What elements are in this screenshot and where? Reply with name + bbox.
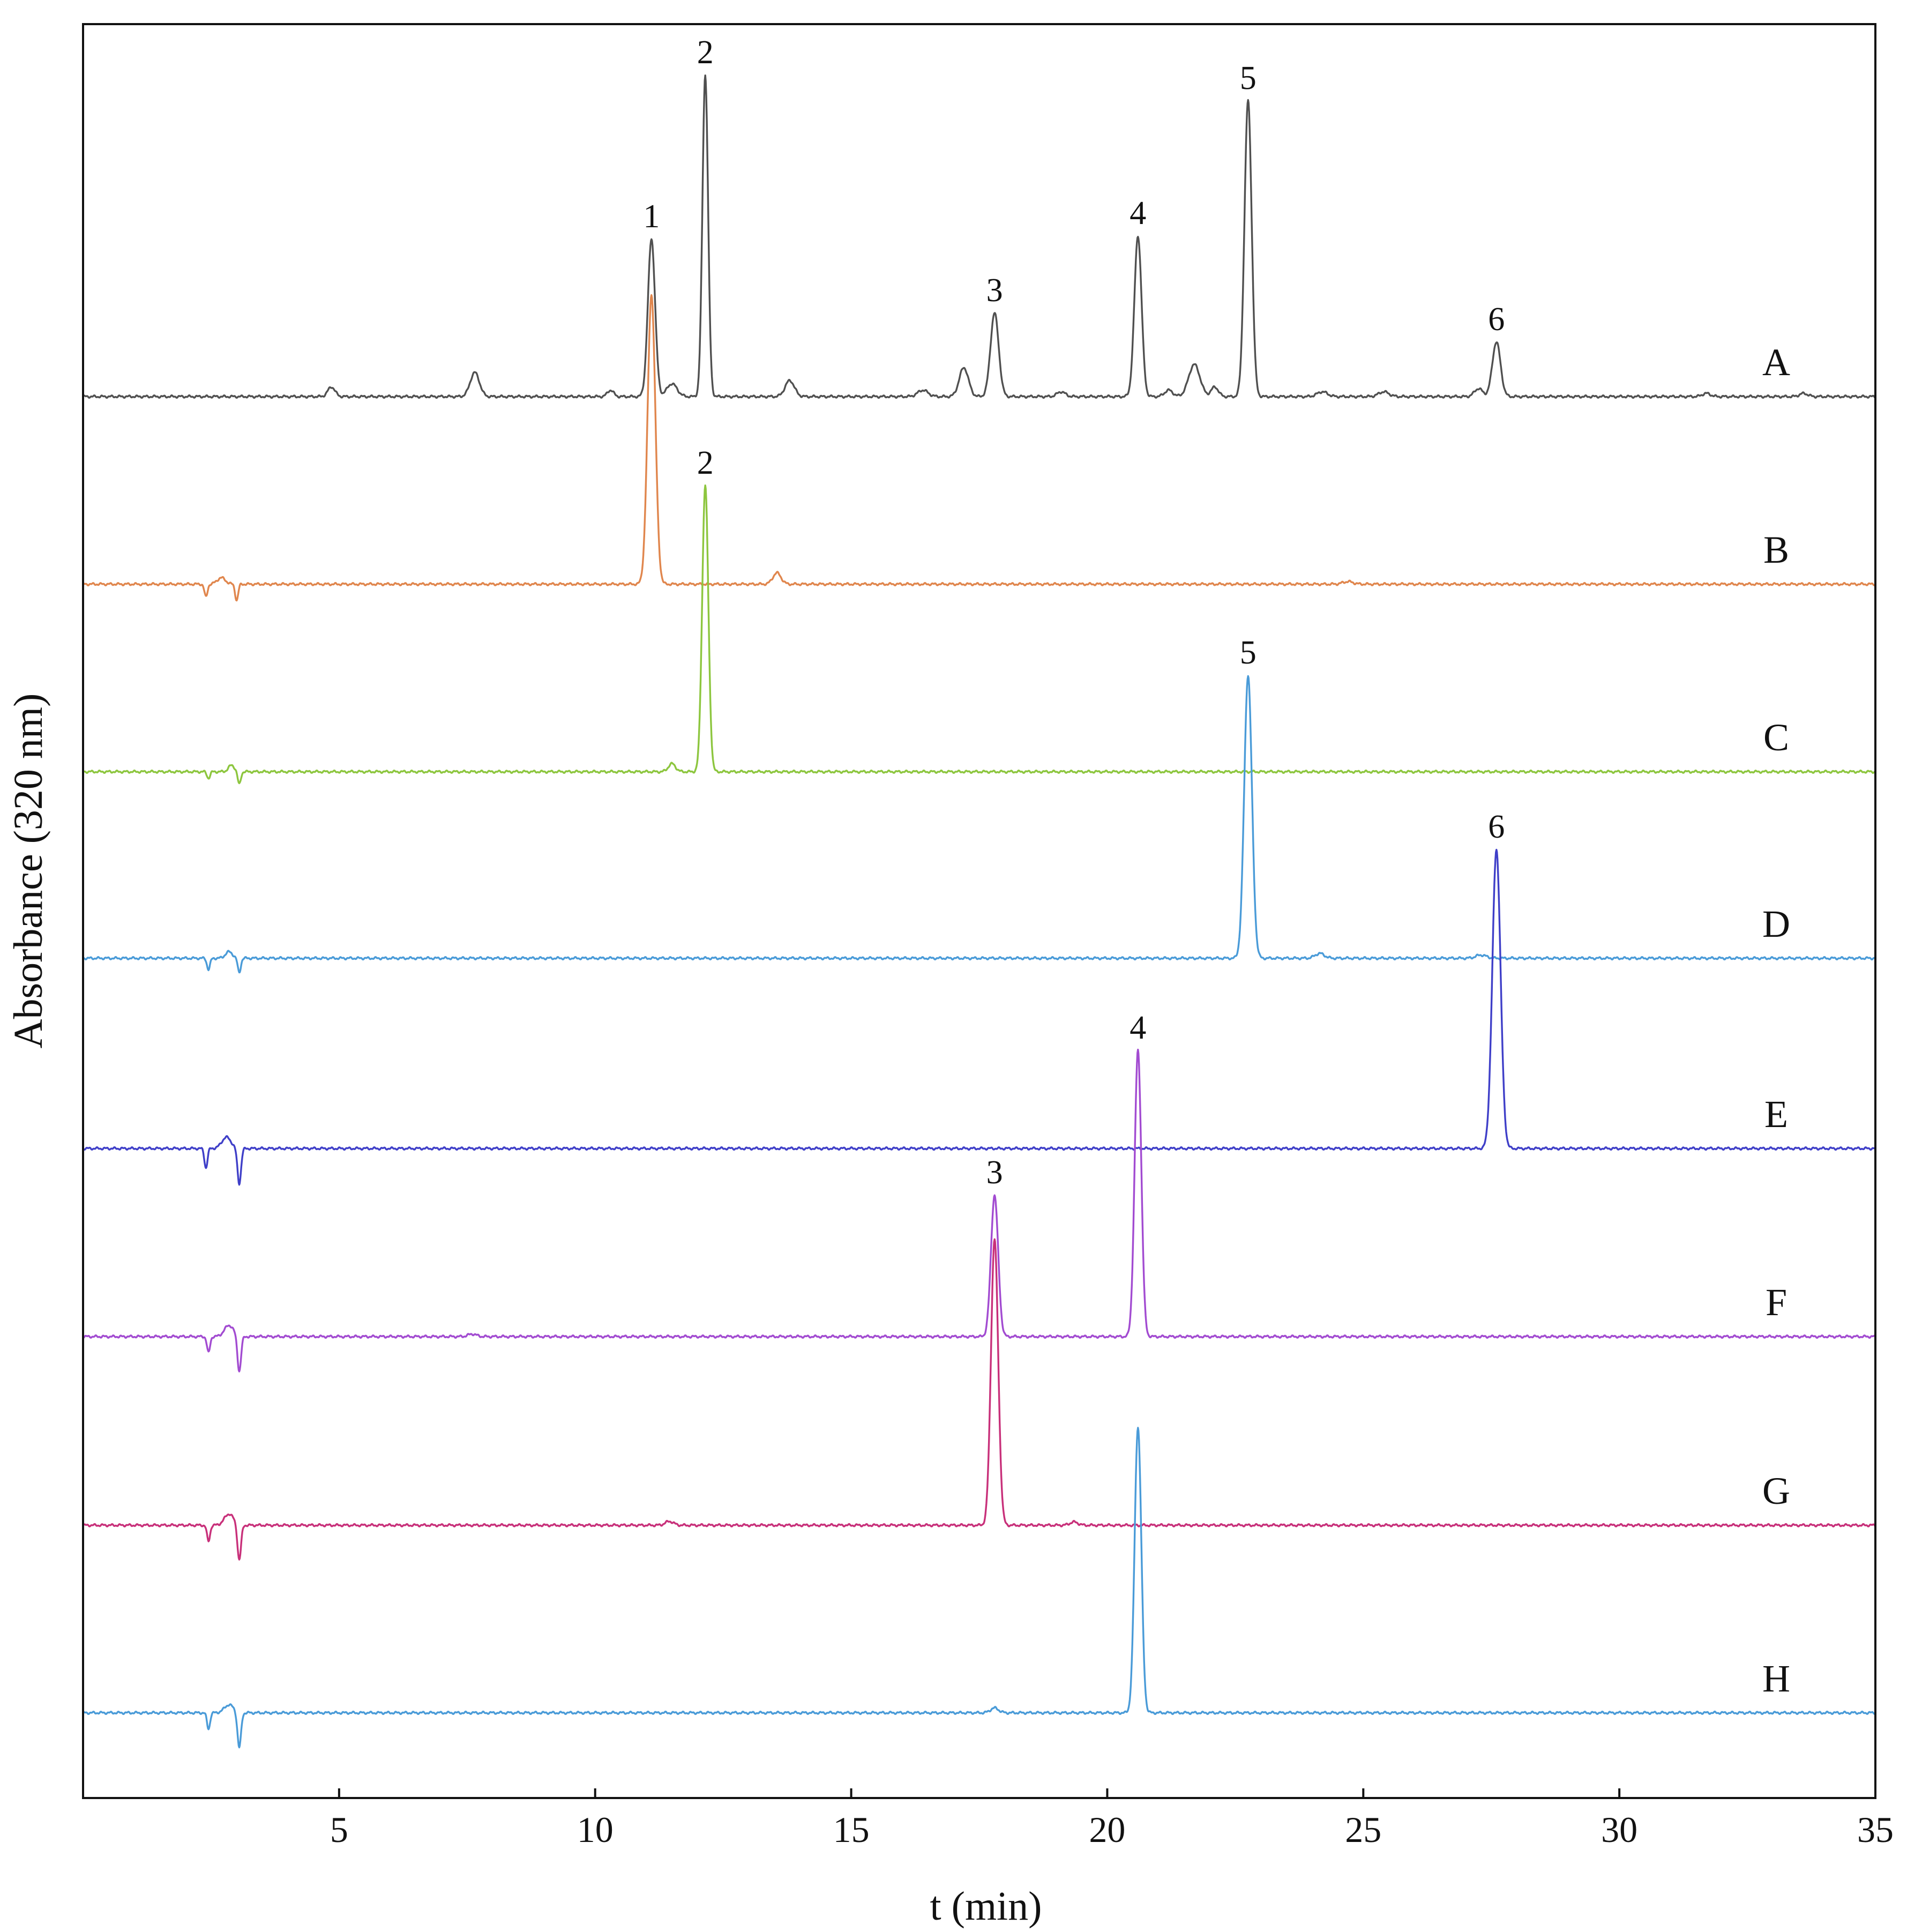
x-tick-label: 5 <box>330 1809 348 1850</box>
trace-H <box>83 1427 1876 1749</box>
trace-label-B: B <box>1763 528 1789 571</box>
trace-A <box>82 74 1876 399</box>
peak-label-C-2: 2 <box>697 445 714 481</box>
trace-label-A: A <box>1762 341 1790 384</box>
trace-F <box>83 1048 1876 1372</box>
trace-G <box>82 1238 1876 1561</box>
trace-D <box>83 675 1876 974</box>
peak-label-A-4: 4 <box>1130 195 1146 232</box>
traces-layer <box>82 74 1876 1749</box>
trace-label-G: G <box>1762 1469 1790 1512</box>
peak-label-F-3: 3 <box>986 1154 1003 1191</box>
trace-label-C: C <box>1763 716 1789 759</box>
trace-E <box>82 848 1876 1186</box>
x-tick-label: 30 <box>1601 1809 1637 1850</box>
x-tick-label: 35 <box>1857 1809 1894 1850</box>
x-axis-title: t (min) <box>930 1884 1042 1929</box>
x-tick-label: 25 <box>1345 1809 1381 1850</box>
trace-B <box>83 294 1876 602</box>
peak-label-A-2: 2 <box>697 34 714 71</box>
x-tick-label: 10 <box>577 1809 614 1850</box>
y-axis-title: Absorbance (320 nm) <box>6 693 51 1049</box>
trace-label-H: H <box>1762 1657 1790 1700</box>
plot-frame <box>82 23 1876 1799</box>
peak-label-A-5: 5 <box>1240 60 1257 96</box>
peak-label-D-5: 5 <box>1240 635 1257 671</box>
x-tick-label: 20 <box>1089 1809 1125 1850</box>
labels-layer: A 1 2 3 4 5 6 B C 2 D 5 E 6 F 3 4 G H <box>643 34 1790 1700</box>
peak-label-A-3: 3 <box>986 272 1003 309</box>
trace-C <box>83 484 1876 785</box>
x-axis-ticks: 5 10 15 20 25 30 35 <box>330 1788 1894 1850</box>
trace-label-E: E <box>1764 1093 1788 1136</box>
x-tick-label: 15 <box>833 1809 870 1850</box>
trace-label-F: F <box>1766 1281 1787 1324</box>
trace-label-D: D <box>1762 902 1790 945</box>
peak-label-F-4: 4 <box>1130 1010 1146 1046</box>
peak-label-A-6: 6 <box>1488 301 1505 338</box>
peak-label-E-6: 6 <box>1488 809 1505 845</box>
peak-label-A-1: 1 <box>643 198 660 235</box>
